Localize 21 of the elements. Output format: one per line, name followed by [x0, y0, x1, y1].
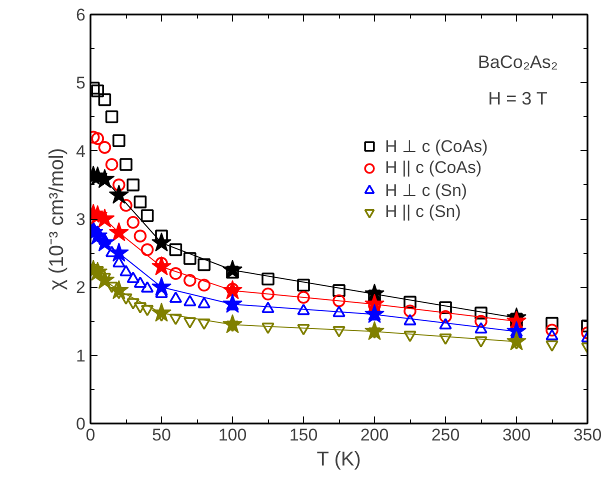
x-tick-label: 100 — [218, 426, 247, 444]
x-tick-label: 50 — [152, 426, 171, 444]
x-tick-label: 200 — [360, 426, 389, 444]
y-tick-label: 6 — [76, 6, 86, 24]
legend-label: H ⊥ c (CoAs) — [385, 136, 488, 156]
x-tick-label: 250 — [431, 426, 460, 444]
y-tick-label: 2 — [76, 278, 86, 298]
x-tick-label: 300 — [502, 426, 531, 444]
annotation: BaCo₂As₂ — [478, 52, 558, 72]
y-axis-title: χ (10⁻³ cm³/mol) — [46, 148, 68, 290]
x-tick-label: 150 — [289, 426, 318, 444]
x-axis-title: T (K) — [316, 448, 361, 470]
annotation: H = 3 T — [488, 88, 548, 109]
y-tick-label: 1 — [76, 346, 86, 366]
y-tick-label: 3 — [76, 210, 86, 229]
y-tick-label: 5 — [76, 74, 86, 93]
y-tick-label: 4 — [76, 142, 86, 161]
legend-label: H ⊥ c (Sn) — [385, 180, 468, 200]
x-tick-label: 350 — [573, 426, 602, 444]
legend-label: H || c (CoAs) — [385, 158, 482, 178]
legend-label: H || c (Sn) — [385, 202, 461, 222]
